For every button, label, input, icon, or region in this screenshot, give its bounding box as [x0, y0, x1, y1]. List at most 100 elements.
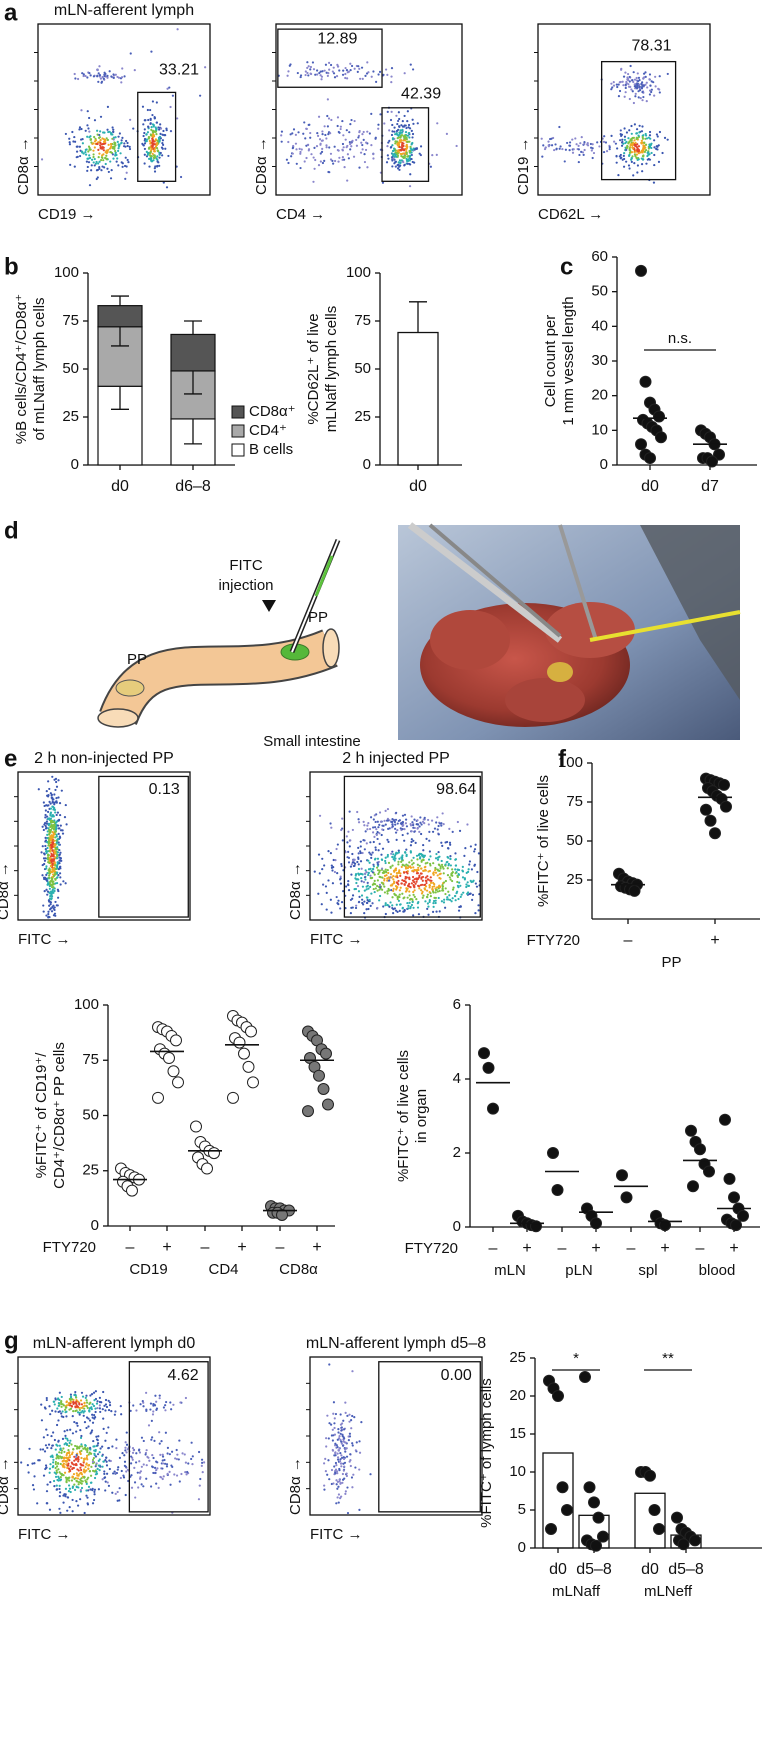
- event-dot: [54, 864, 56, 866]
- event-dot: [323, 160, 325, 162]
- event-dot: [458, 874, 460, 876]
- event-dot: [349, 148, 351, 150]
- event-dot: [377, 128, 379, 130]
- event-dot: [653, 95, 655, 97]
- x-axis-label: FITC →: [310, 1526, 363, 1543]
- event-dot: [91, 1414, 93, 1416]
- event-dot: [423, 859, 425, 861]
- event-dot: [131, 1487, 133, 1489]
- event-dot: [329, 822, 331, 824]
- event-dot: [60, 1452, 62, 1454]
- event-dot: [154, 131, 156, 133]
- event-dot: [439, 910, 441, 912]
- event-dot: [346, 77, 348, 79]
- event-dot: [366, 899, 368, 901]
- event-dot: [90, 141, 92, 143]
- event-dot: [387, 841, 389, 843]
- event-dot: [447, 867, 449, 869]
- y-tick-label: 0: [71, 456, 79, 473]
- event-dot: [366, 131, 368, 133]
- event-dot: [53, 840, 55, 842]
- event-dot: [94, 1416, 96, 1418]
- event-dot: [349, 123, 351, 125]
- y-axis-label: of mLNaff lymph cells: [31, 297, 48, 440]
- event-dot: [92, 1440, 94, 1442]
- event-dot: [134, 1496, 136, 1498]
- data-point: [248, 1077, 259, 1088]
- event-dot: [351, 65, 353, 67]
- event-dot: [307, 144, 309, 146]
- event-dot: [385, 868, 387, 870]
- event-dot: [60, 1478, 62, 1480]
- event-dot: [137, 1486, 139, 1488]
- data-point: [584, 1482, 595, 1493]
- event-dot: [367, 908, 369, 910]
- event-dot: [341, 865, 343, 867]
- event-dot: [574, 137, 576, 139]
- event-dot: [46, 1397, 48, 1399]
- event-dot: [458, 909, 460, 911]
- event-dot: [616, 86, 618, 88]
- event-dot: [145, 1392, 147, 1394]
- event-dot: [52, 854, 54, 856]
- event-dot: [444, 907, 446, 909]
- event-dot: [405, 124, 407, 126]
- x-axis-label: FITC →: [18, 931, 71, 948]
- event-dot: [80, 1443, 82, 1445]
- event-dot: [78, 1483, 80, 1485]
- event-dot: [334, 1472, 336, 1474]
- event-dot: [111, 169, 113, 171]
- data-point: [234, 1037, 245, 1048]
- event-dot: [410, 824, 412, 826]
- event-dot: [428, 858, 430, 860]
- event-dot: [103, 78, 105, 80]
- event-dot: [135, 1461, 137, 1463]
- event-dot: [299, 151, 301, 153]
- event-dot: [408, 890, 410, 892]
- event-dot: [344, 1402, 346, 1404]
- event-dot: [335, 1462, 337, 1464]
- event-dot: [357, 885, 359, 887]
- event-dot: [53, 1401, 55, 1403]
- event-dot: [400, 161, 402, 163]
- event-dot: [553, 149, 555, 151]
- event-dot: [69, 1506, 71, 1508]
- event-dot: [75, 1430, 77, 1432]
- event-dot: [127, 161, 129, 163]
- data-point: [721, 801, 732, 812]
- event-dot: [349, 1453, 351, 1455]
- event-dot: [386, 904, 388, 906]
- event-dot: [384, 891, 386, 893]
- x-tick-label: d0: [641, 478, 659, 495]
- event-dot: [42, 826, 44, 828]
- event-dot: [396, 886, 398, 888]
- event-dot: [99, 1401, 101, 1403]
- event-dot: [454, 895, 456, 897]
- event-dot: [331, 865, 333, 867]
- data-point: [672, 1512, 683, 1523]
- event-dot: [542, 144, 544, 146]
- event-dot: [352, 1474, 354, 1476]
- event-dot: [150, 51, 152, 53]
- event-dot: [299, 148, 301, 150]
- event-dot: [416, 872, 418, 874]
- data-point: [629, 885, 640, 896]
- event-dot: [68, 1445, 70, 1447]
- event-dot: [57, 1463, 59, 1465]
- event-dot: [48, 1405, 50, 1407]
- event-dot: [43, 878, 45, 880]
- event-dot: [633, 102, 635, 104]
- event-dot: [634, 145, 636, 147]
- event-dot: [69, 1488, 71, 1490]
- event-dot: [137, 1472, 139, 1474]
- event-dot: [86, 1497, 88, 1499]
- event-dot: [61, 1474, 63, 1476]
- event-dot: [401, 134, 403, 136]
- event-dot: [63, 1493, 65, 1495]
- event-dot: [437, 874, 439, 876]
- data-point: [591, 1218, 602, 1229]
- event-dot: [399, 904, 401, 906]
- event-dot: [76, 1472, 78, 1474]
- event-dot: [457, 898, 459, 900]
- event-dot: [109, 147, 111, 149]
